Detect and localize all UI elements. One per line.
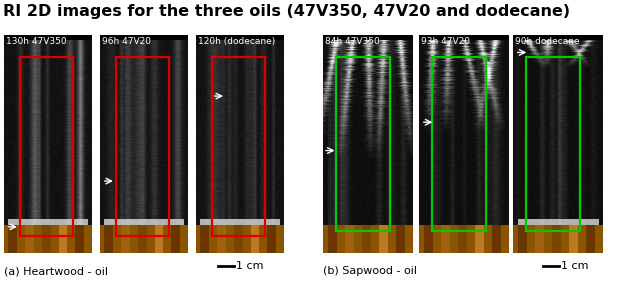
Bar bbox=[526, 57, 580, 231]
Bar bbox=[475, 225, 484, 253]
Bar bbox=[200, 225, 209, 253]
Bar bbox=[441, 225, 450, 253]
Bar bbox=[419, 225, 509, 253]
Bar bbox=[212, 57, 264, 236]
Bar bbox=[100, 225, 188, 253]
Bar bbox=[171, 225, 180, 253]
Bar bbox=[419, 35, 509, 253]
Bar bbox=[586, 225, 595, 253]
Bar bbox=[517, 225, 526, 253]
Bar bbox=[100, 35, 188, 253]
Bar bbox=[25, 225, 34, 253]
Bar bbox=[121, 225, 130, 253]
Bar bbox=[396, 225, 405, 253]
Bar bbox=[104, 225, 113, 253]
Text: (a) Heartwood - oil: (a) Heartwood - oil bbox=[4, 266, 108, 276]
Bar bbox=[104, 219, 183, 228]
Bar bbox=[268, 225, 276, 253]
Bar bbox=[196, 225, 284, 253]
Bar bbox=[534, 225, 544, 253]
Bar bbox=[323, 35, 413, 253]
Text: 120h (dodecane): 120h (dodecane) bbox=[198, 37, 275, 46]
Text: 1 cm: 1 cm bbox=[236, 261, 264, 271]
Text: 93h 47V20: 93h 47V20 bbox=[421, 37, 470, 46]
Text: (b) Sapwood - oil: (b) Sapwood - oil bbox=[323, 266, 417, 276]
Text: 1 cm: 1 cm bbox=[561, 261, 588, 271]
Bar bbox=[116, 57, 169, 236]
Bar bbox=[323, 225, 413, 253]
Bar bbox=[20, 57, 73, 236]
Bar bbox=[423, 225, 433, 253]
Bar bbox=[154, 225, 163, 253]
Bar bbox=[4, 225, 92, 253]
Bar bbox=[335, 57, 389, 231]
Bar bbox=[217, 225, 226, 253]
Bar bbox=[58, 225, 67, 253]
Bar bbox=[513, 35, 603, 253]
Bar bbox=[431, 57, 485, 231]
Bar bbox=[379, 225, 388, 253]
Bar bbox=[345, 225, 354, 253]
Bar bbox=[513, 225, 603, 253]
Bar bbox=[234, 225, 242, 253]
Text: 130h 47V350: 130h 47V350 bbox=[6, 37, 67, 46]
Bar bbox=[362, 225, 371, 253]
Bar bbox=[138, 225, 147, 253]
Bar bbox=[492, 225, 501, 253]
Bar bbox=[552, 225, 561, 253]
Bar bbox=[4, 35, 92, 253]
Text: 84h 47V350: 84h 47V350 bbox=[325, 37, 380, 46]
Text: RI 2D images for the three oils (47V350, 47V20 and dodecane): RI 2D images for the three oils (47V350,… bbox=[3, 4, 570, 19]
Bar bbox=[8, 219, 87, 228]
Text: 90h dodecane: 90h dodecane bbox=[515, 37, 580, 46]
Bar bbox=[8, 225, 17, 253]
Bar bbox=[327, 225, 337, 253]
Bar bbox=[458, 225, 467, 253]
Bar bbox=[517, 219, 598, 228]
Bar bbox=[196, 35, 284, 253]
Bar bbox=[251, 225, 259, 253]
Bar bbox=[75, 225, 84, 253]
Text: 96h 47V20: 96h 47V20 bbox=[102, 37, 151, 46]
Bar bbox=[200, 219, 279, 228]
Bar bbox=[42, 225, 51, 253]
Bar bbox=[569, 225, 578, 253]
